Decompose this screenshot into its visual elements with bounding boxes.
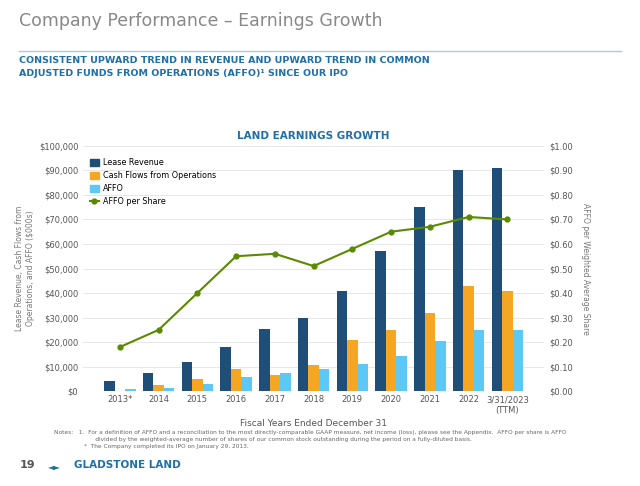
Bar [259,329,269,391]
Bar [308,365,319,391]
Bar [192,379,203,391]
Bar [203,384,213,391]
X-axis label: Fiscal Years Ended December 31: Fiscal Years Ended December 31 [240,419,387,428]
Text: ◄►: ◄► [48,462,61,471]
Y-axis label: Lease Revenue, Cash Flows from
Operations, and AFFO ($000s): Lease Revenue, Cash Flows from Operation… [15,206,35,331]
Title: LAND EARNINGS GROWTH: LAND EARNINGS GROWTH [237,131,390,141]
Bar [502,291,513,391]
Text: Company Performance – Earnings Growth: Company Performance – Earnings Growth [19,12,383,30]
Bar [241,377,252,391]
Bar [143,373,154,391]
Bar [164,387,174,391]
Bar [463,286,474,391]
Bar [319,369,330,391]
Bar [435,341,445,391]
Text: Notes:   1.  For a definition of AFFO and a reconciliation to the most directly-: Notes: 1. For a definition of AFFO and a… [54,430,567,449]
Bar [280,373,291,391]
Bar [298,318,308,391]
Bar [386,330,396,391]
Legend: Lease Revenue, Cash Flows from Operations, AFFO, AFFO per Share: Lease Revenue, Cash Flows from Operation… [87,155,219,209]
Text: 19: 19 [19,460,35,470]
Bar [182,362,192,391]
Bar [337,291,347,391]
Bar [376,251,386,391]
Bar [231,369,241,391]
Bar [104,382,115,391]
Bar [513,330,523,391]
Bar [474,330,484,391]
Text: CONSISTENT UPWARD TREND IN REVENUE AND UPWARD TREND IN COMMON
ADJUSTED FUNDS FRO: CONSISTENT UPWARD TREND IN REVENUE AND U… [19,56,430,78]
Text: GLADSTONE LAND: GLADSTONE LAND [74,460,180,470]
Bar [453,171,463,391]
Bar [220,347,231,391]
Bar [396,356,407,391]
Bar [269,375,280,391]
Bar [125,389,136,391]
Bar [414,207,424,391]
Bar [347,340,358,391]
Bar [424,312,435,391]
Bar [492,168,502,391]
Bar [358,364,368,391]
Bar [154,385,164,391]
Y-axis label: AFFO per Weighted Average Share: AFFO per Weighted Average Share [581,203,590,334]
